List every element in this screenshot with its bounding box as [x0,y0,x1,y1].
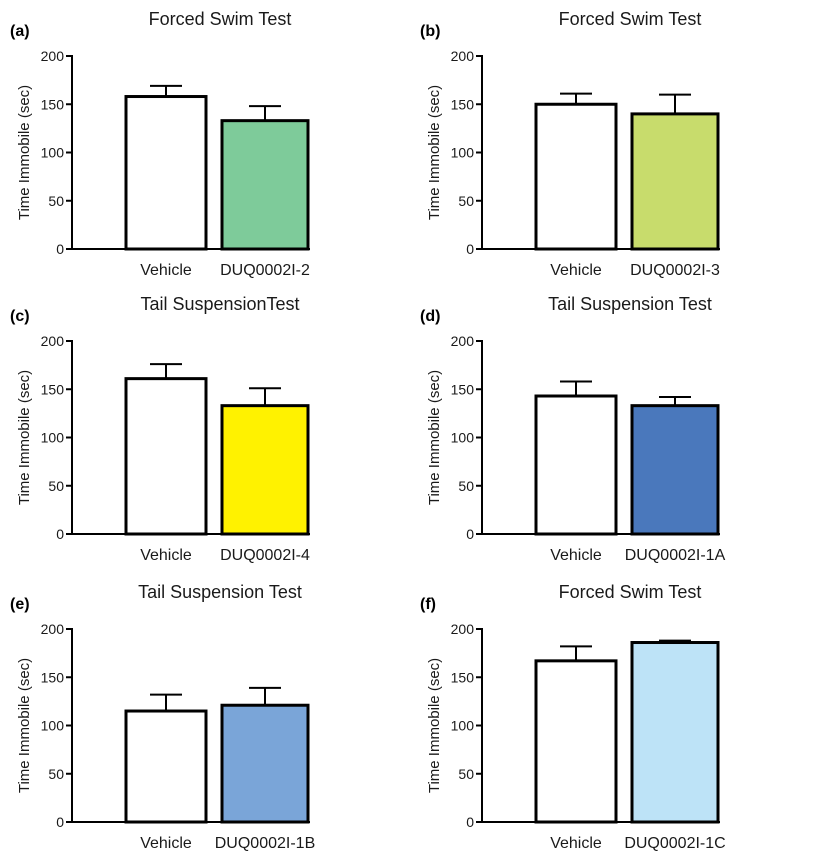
panel-label: (b) [420,23,440,40]
chart-panel-c: (c) Tail SuspensionTest Time Immobile (sec… [10,294,310,564]
y-tick-label: 50 [458,478,474,494]
y-tick-label: 200 [41,621,65,637]
y-tick-label: 0 [56,526,64,542]
x-category-label: DUQ0002I-1A [625,547,726,564]
chart-panel-a: (a) Forced Swim Test Time Immobile (sec) 0 5… [10,9,310,279]
y-tick-label: 100 [41,718,65,734]
y-axis-label: Time Immobile (sec) [16,370,33,505]
x-category-label: DUQ0002I-3 [630,262,720,279]
y-tick-label: 100 [41,430,65,446]
bar [534,394,618,536]
panel-label: (d) [420,308,440,325]
y-tick-label: 50 [48,766,64,782]
bar [220,703,310,824]
chart-title: Tail Suspension Test [138,582,302,602]
y-tick-label: 150 [451,96,475,112]
y-tick-label: 0 [466,241,474,257]
bar [630,404,720,536]
bar [630,641,720,824]
y-tick-label: 150 [41,96,65,112]
y-tick-label: 0 [56,814,64,830]
y-tick-label: 150 [451,381,475,397]
y-tick-label: 0 [466,526,474,542]
panel-label: (e) [10,596,30,613]
x-category-label: Vehicle [140,262,192,279]
panel-label: (f) [420,596,436,613]
x-category-label: Vehicle [550,547,602,564]
bar [124,709,208,824]
y-axis-label: Time Immobile (sec) [426,370,443,505]
chart-panel-d: (d) Tail Suspension Test Time Immobile (se… [420,294,726,564]
x-category-label: Vehicle [550,835,602,852]
chart-title: Forced Swim Test [149,9,292,29]
bar [124,377,208,536]
y-tick-label: 0 [466,814,474,830]
y-tick-label: 50 [48,193,64,209]
y-tick-label: 100 [451,430,475,446]
chart-title: Forced Swim Test [559,9,702,29]
bar [534,102,618,251]
x-category-label: Vehicle [140,547,192,564]
bar [124,95,208,251]
y-tick-label: 50 [458,193,474,209]
chart-title: Forced Swim Test [559,582,702,602]
x-category-label: Vehicle [550,262,602,279]
y-tick-label: 200 [451,48,475,64]
y-tick-label: 100 [451,145,475,161]
y-axis-label: Time Immobile (sec) [16,658,33,793]
x-category-label: DUQ0002I-2 [220,262,310,279]
y-tick-label: 200 [41,48,65,64]
x-category-label: DUQ0002I-1C [624,835,725,852]
bar [534,659,618,824]
chart-panel-f: (f) Forced Swim Test Time Immobile (sec) 0 5… [420,582,726,852]
panel-label: (a) [10,23,30,40]
y-tick-label: 100 [41,145,65,161]
chart-title: Tail Suspension Test [548,294,712,314]
bar [220,404,310,536]
x-category-label: Vehicle [140,835,192,852]
panel-label: (c) [10,308,30,325]
y-axis-label: Time Immobile (sec) [426,658,443,793]
y-tick-label: 50 [48,478,64,494]
chart-panel-b: (b) Forced Swim Test Time Immobile (sec) 0 5… [420,9,720,279]
chart-panel-e: (e) Tail Suspension Test Time Immobile (se… [10,582,315,852]
y-axis-label: Time Immobile (sec) [16,85,33,220]
y-tick-label: 100 [451,718,475,734]
x-category-label: DUQ0002I-1B [215,835,316,852]
y-tick-label: 150 [451,669,475,685]
bar [630,112,720,251]
y-axis-label: Time Immobile (sec) [426,85,443,220]
y-tick-label: 200 [451,621,475,637]
y-tick-label: 150 [41,381,65,397]
y-tick-label: 200 [451,333,475,349]
chart-title: Tail SuspensionTest [140,294,299,314]
y-tick-label: 150 [41,669,65,685]
bar [220,119,310,251]
y-tick-label: 0 [56,241,64,257]
x-category-label: DUQ0002I-4 [220,547,310,564]
y-tick-label: 200 [41,333,65,349]
y-tick-label: 50 [458,766,474,782]
